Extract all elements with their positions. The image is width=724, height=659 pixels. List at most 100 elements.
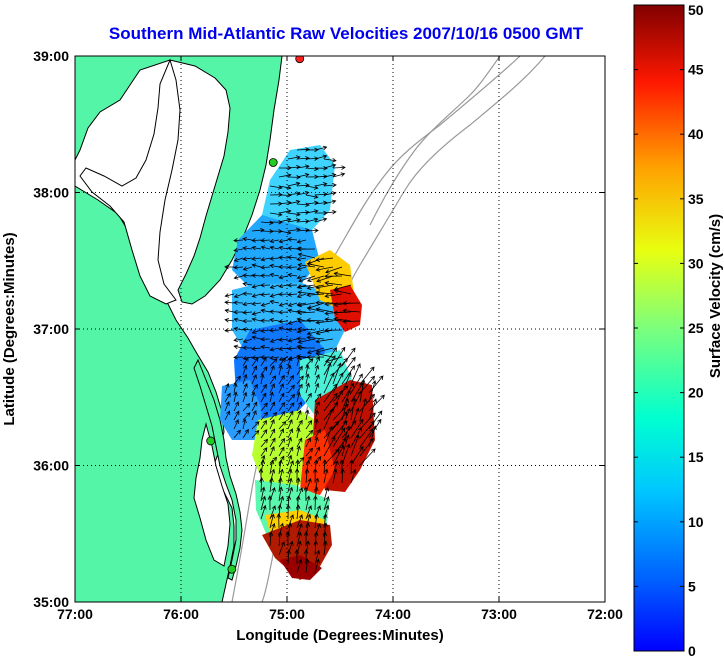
x-axis-label: Longitude (Degrees:Minutes) — [236, 627, 444, 644]
velocity-arrow — [297, 246, 316, 252]
velocity-arrow — [260, 354, 271, 360]
colorbar-tick-label: 35 — [688, 191, 704, 207]
velocity-arrow — [314, 382, 320, 394]
y-tick-label: 37:00 — [33, 321, 69, 337]
velocity-arrow — [260, 411, 269, 421]
velocity-arrow — [296, 419, 303, 430]
velocity-arrow — [306, 354, 325, 360]
velocity-arrow — [323, 157, 337, 163]
velocity-arrow — [359, 366, 375, 385]
velocity-arrow — [260, 504, 267, 520]
velocity-arrow — [242, 373, 248, 385]
velocity-arrow — [233, 410, 240, 421]
velocity-arrow — [333, 271, 352, 277]
velocity-arrow — [278, 185, 292, 190]
velocity-arrow — [325, 266, 343, 274]
velocity-arrow — [224, 382, 230, 394]
velocity-arrow — [359, 412, 376, 430]
velocity-arrow — [359, 393, 375, 412]
velocity-arrow — [260, 402, 268, 412]
velocity-arrow — [296, 558, 303, 574]
velocity-arrow — [278, 255, 289, 260]
velocity-arrow — [323, 392, 338, 412]
velocity-arrow — [313, 495, 318, 511]
velocity-arrow — [269, 263, 280, 269]
velocity-arrow — [306, 262, 325, 268]
velocity-arrow — [287, 308, 298, 314]
velocity-arrow — [305, 459, 311, 475]
velocity-arrow — [295, 477, 301, 493]
velocity-arrow — [315, 338, 334, 344]
velocity-arrow — [297, 310, 316, 316]
velocity-arrow — [233, 337, 244, 343]
velocity-arrow — [224, 401, 230, 412]
velocity-arrow — [278, 193, 292, 198]
velocity-arrow — [251, 273, 262, 278]
velocity-arrow — [233, 391, 238, 403]
velocity-arrow — [297, 284, 316, 289]
velocity-arrow — [233, 344, 244, 350]
velocity-arrow — [296, 445, 301, 457]
velocity-arrow — [260, 292, 271, 297]
velocity-arrow — [242, 383, 248, 394]
velocity-arrow — [269, 383, 275, 394]
velocity-arrow — [260, 318, 271, 324]
velocity-arrow — [251, 410, 257, 421]
velocity-arrow — [332, 468, 338, 484]
velocity-arrow — [305, 217, 319, 223]
velocity-arrow — [350, 434, 360, 457]
velocity-arrow — [323, 448, 340, 466]
velocity-arrow — [260, 383, 267, 394]
velocity-arrow — [278, 230, 292, 235]
velocity-arrow — [296, 239, 307, 244]
velocity-arrow — [278, 420, 287, 430]
radar-site-marker — [227, 564, 237, 574]
velocity-arrow — [297, 302, 316, 308]
velocity-arrow — [323, 383, 338, 403]
colorbar-tick-label: 45 — [688, 62, 704, 78]
velocity-arrow — [296, 228, 310, 233]
velocity-arrow — [322, 459, 327, 475]
velocity-arrow — [305, 420, 313, 430]
velocity-arrow — [242, 412, 251, 421]
velocity-arrow — [242, 291, 253, 297]
velocity-arrow — [314, 356, 320, 367]
velocity-arrow — [287, 246, 298, 251]
velocity-arrow — [305, 429, 314, 439]
colorbar-tick-label: 15 — [688, 449, 704, 465]
velocity-arrow — [297, 252, 316, 259]
velocity-arrow — [305, 185, 319, 190]
velocity-arrow — [296, 172, 310, 178]
velocity-arrow — [314, 401, 320, 412]
velocity-arrow — [323, 372, 335, 394]
radar-site-marker — [268, 158, 278, 167]
velocity-arrow — [368, 410, 383, 430]
velocity-arrow — [350, 418, 364, 439]
velocity-arrow — [269, 309, 280, 314]
velocity-arrow — [233, 293, 244, 298]
velocity-arrow — [233, 247, 244, 253]
velocity-arrow — [242, 345, 253, 351]
velocity-arrow — [269, 477, 274, 493]
velocity-arrow — [269, 256, 280, 261]
velocity-arrow — [242, 281, 253, 287]
velocity-arrow — [251, 293, 262, 298]
colorbar-tick-label: 0 — [688, 643, 696, 659]
velocity-arrow — [314, 154, 328, 160]
velocity-arrow — [323, 496, 330, 511]
velocity-arrow — [305, 392, 312, 403]
velocity-arrow — [269, 317, 280, 323]
velocity-arrow — [303, 486, 309, 502]
velocity-arrow — [224, 392, 231, 403]
velocity-arrow — [315, 284, 334, 290]
velocity-arrow — [333, 317, 352, 322]
velocity-arrow — [314, 374, 320, 385]
velocity-arrow — [287, 410, 294, 421]
velocity-arrow — [314, 477, 320, 493]
x-tick-label: 75:00 — [269, 606, 305, 622]
velocity-arrow — [260, 245, 271, 250]
velocity-arrow — [296, 437, 303, 448]
velocity-arrow — [304, 468, 310, 484]
velocity-arrow — [269, 401, 276, 412]
